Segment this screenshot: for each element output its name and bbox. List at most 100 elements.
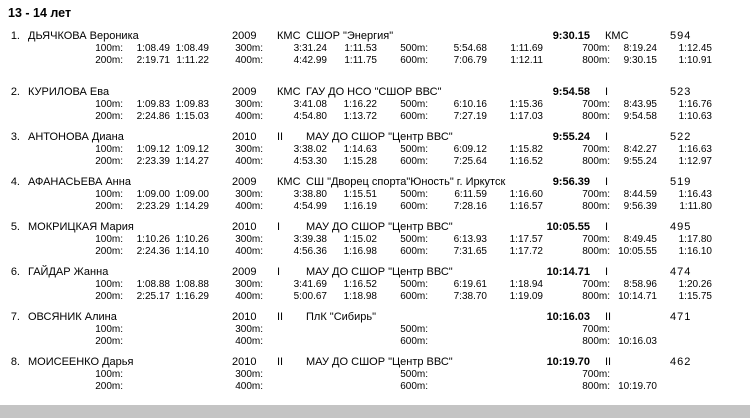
rank-number: 2. xyxy=(10,86,20,98)
split-cumulative-time: 3:38.80 xyxy=(293,189,327,200)
split-lap-time: 1:09.12 xyxy=(175,144,209,155)
split-cumulative-time: 7:25.64 xyxy=(453,156,487,167)
split-distance-label: 100m: xyxy=(95,234,123,245)
final-time: 9:54.58 xyxy=(552,86,590,98)
split-distance-label: 200m: xyxy=(95,246,123,257)
split-distance-label: 800m: xyxy=(582,55,610,66)
athlete-name: КУРИЛОВА Ева xyxy=(28,86,110,98)
split-cumulative-time: 7:27.19 xyxy=(453,111,487,122)
split-lap-time: 1:16.60 xyxy=(509,189,543,200)
points-score: 462 xyxy=(670,356,692,368)
bottom-gray-bar xyxy=(0,405,750,418)
split-lap-time: 1:11.22 xyxy=(176,55,209,66)
earned-grade: I xyxy=(605,176,609,188)
athlete-name: ГАЙДАР Жанна xyxy=(28,266,109,278)
split-lap-time: 1:16.52 xyxy=(343,279,377,290)
split-distance-label: 500m: xyxy=(400,324,428,335)
split-distance-label: 800m: xyxy=(582,111,610,122)
split-distance-label: 500m: xyxy=(400,234,428,245)
split-distance-label: 200m: xyxy=(95,381,123,392)
entry-grade: КМС xyxy=(277,86,301,98)
split-cumulative-time: 2:23.29 xyxy=(136,201,170,212)
rank-number: 1. xyxy=(10,30,20,42)
split-distance-label: 400m: xyxy=(235,336,263,347)
points-score: 495 xyxy=(670,221,692,233)
split-cumulative-time: 1:09.12 xyxy=(136,144,170,155)
split-lap-time: 1:20.26 xyxy=(678,279,712,290)
split-lap-time: 1:18.98 xyxy=(343,291,377,302)
earned-grade: КМС xyxy=(605,30,629,42)
club-name: СШ "Дворец спорта"Юность" г. Иркутск xyxy=(306,176,506,188)
split-lap-time: 1:14.10 xyxy=(175,246,209,257)
split-distance-label: 300m: xyxy=(235,99,263,110)
points-score: 471 xyxy=(670,311,692,323)
split-distance-label: 400m: xyxy=(235,291,263,302)
split-distance-label: 600m: xyxy=(400,111,428,122)
split-cumulative-time: 9:30.15 xyxy=(623,55,657,66)
split-cumulative-time: 6:11.59 xyxy=(454,189,487,200)
split-distance-label: 300m: xyxy=(235,234,263,245)
split-lap-time: 1:11.80 xyxy=(679,201,712,212)
split-distance-label: 300m: xyxy=(235,144,263,155)
split-distance-label: 400m: xyxy=(235,111,263,122)
split-lap-time: 1:18.94 xyxy=(509,279,543,290)
result-row: 6. ГАЙДАР Жанна 2009 I МАУ ДО СШОР "Цент… xyxy=(0,266,750,311)
split-lap-time: 1:12.97 xyxy=(678,156,712,167)
split-lap-time: 1:17.80 xyxy=(678,234,712,245)
split-distance-label: 700m: xyxy=(582,189,610,200)
split-cumulative-time: 4:56.36 xyxy=(293,246,327,257)
birth-year: 2009 xyxy=(232,266,257,278)
final-time: 10:16.03 xyxy=(546,311,590,323)
split-cumulative-time: 5:54.68 xyxy=(453,43,487,54)
earned-grade: I xyxy=(605,221,609,233)
athlete-name: ОВСЯНИК Алина xyxy=(28,311,117,323)
split-cumulative-time: 9:55.24 xyxy=(623,156,657,167)
split-cumulative-time: 2:24.86 xyxy=(136,111,170,122)
split-lap-time: 1:13.72 xyxy=(343,111,377,122)
earned-grade: II xyxy=(605,311,612,323)
split-lap-time: 1:11.75 xyxy=(344,55,377,66)
split-cumulative-time: 10:05.55 xyxy=(618,246,657,257)
split-cumulative-time: 3:41.08 xyxy=(293,99,327,110)
split-cumulative-time: 4:54.80 xyxy=(293,111,327,122)
entry-grade: II xyxy=(277,311,284,323)
split-lap-time: 1:16.63 xyxy=(678,144,712,155)
split-cumulative-time: 1:09.00 xyxy=(136,189,170,200)
split-distance-label: 300m: xyxy=(235,369,263,380)
split-lap-time: 1:16.57 xyxy=(509,201,543,212)
split-distance-label: 600m: xyxy=(400,291,428,302)
split-cumulative-time: 2:19.71 xyxy=(136,55,170,66)
split-distance-label: 500m: xyxy=(400,43,428,54)
final-time: 10:14.71 xyxy=(546,266,590,278)
rank-number: 4. xyxy=(10,176,20,188)
split-lap-time: 1:16.52 xyxy=(509,156,543,167)
split-distance-label: 700m: xyxy=(582,144,610,155)
result-row: 8. МОИСЕЕНКО Дарья 2010 II МАУ ДО СШОР "… xyxy=(0,356,750,401)
entry-grade: I xyxy=(277,221,281,233)
split-lap-time: 1:08.49 xyxy=(175,43,209,54)
split-distance-label: 200m: xyxy=(95,201,123,212)
club-name: МАУ ДО СШОР "Центр ВВС" xyxy=(306,356,453,368)
points-score: 519 xyxy=(670,176,692,188)
split-cumulative-time: 3:38.02 xyxy=(293,144,327,155)
split-distance-label: 200m: xyxy=(95,156,123,167)
split-distance-label: 800m: xyxy=(582,156,610,167)
result-row: 3. АНТОНОВА Диана 2010 II МАУ ДО СШОР "Ц… xyxy=(0,131,750,176)
split-cumulative-time: 10:16.03 xyxy=(618,336,657,347)
split-lap-time: 1:15.75 xyxy=(678,291,712,302)
birth-year: 2009 xyxy=(232,30,257,42)
split-distance-label: 500m: xyxy=(400,144,428,155)
split-distance-label: 300m: xyxy=(235,324,263,335)
split-distance-label: 300m: xyxy=(235,189,263,200)
split-lap-time: 1:17.03 xyxy=(509,111,543,122)
entry-grade: II xyxy=(277,131,284,143)
split-distance-label: 800m: xyxy=(582,381,610,392)
birth-year: 2010 xyxy=(232,356,257,368)
split-distance-label: 800m: xyxy=(582,201,610,212)
split-distance-label: 600m: xyxy=(400,156,428,167)
points-score: 594 xyxy=(670,30,692,42)
split-cumulative-time: 2:25.17 xyxy=(136,291,170,302)
split-lap-time: 1:14.63 xyxy=(343,144,377,155)
split-distance-label: 600m: xyxy=(400,246,428,257)
